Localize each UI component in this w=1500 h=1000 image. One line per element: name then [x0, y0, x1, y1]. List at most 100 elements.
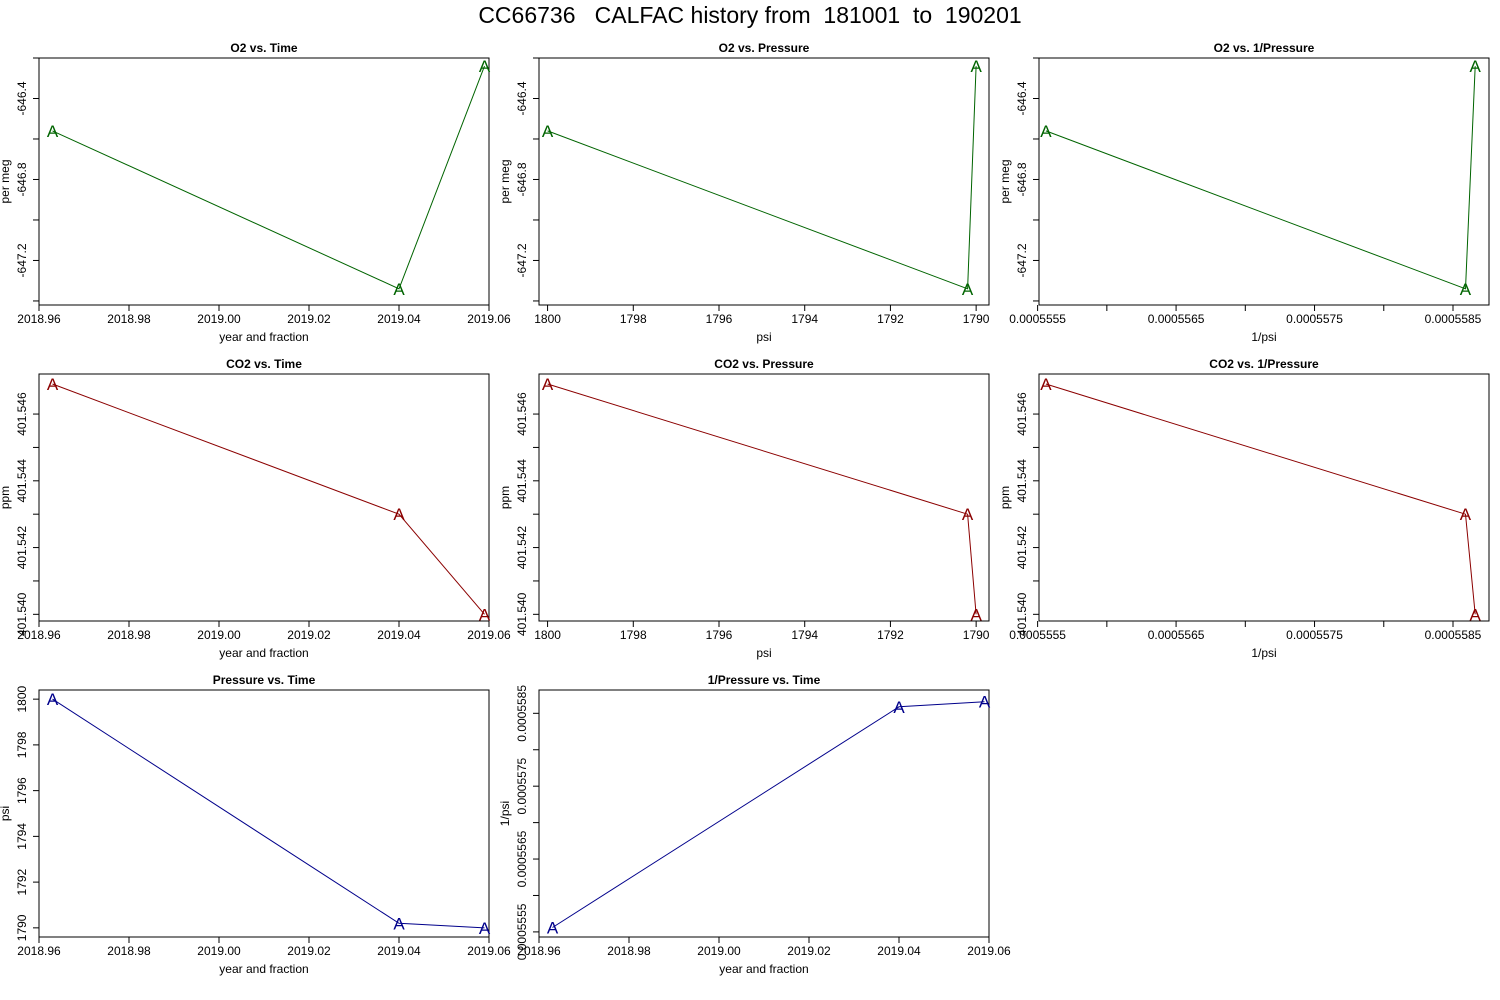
data-point-marker: A — [47, 375, 59, 394]
y-tick-label: 401.540 — [515, 592, 529, 636]
data-point-marker: A — [542, 375, 554, 394]
x-tick-label: 1798 — [620, 312, 647, 326]
x-axis-label: psi — [756, 330, 771, 344]
chart-panel-1: O2 vs. Time 2018.96 2018.98 2019.00 2019.02 2… — [0, 41, 511, 344]
y-axis-label: ppm — [0, 486, 12, 509]
x-tick-label: 1794 — [791, 628, 818, 642]
series-line — [52, 698, 485, 929]
x-axis-label: psi — [756, 646, 771, 660]
series-line — [52, 65, 485, 290]
y-tick-label: 401.546 — [1015, 392, 1029, 436]
y-axis-label: per meg — [998, 159, 1012, 203]
x-tick-label: 2019.04 — [377, 944, 421, 958]
x-tick-label: 1792 — [877, 312, 904, 326]
data-point-marker: A — [1460, 505, 1472, 524]
x-tick-label: 2019.00 — [697, 944, 741, 958]
x-tick-label: 2019.00 — [197, 944, 241, 958]
x-tick-label: 2019.06 — [467, 628, 511, 642]
series-line — [547, 383, 977, 615]
x-tick-label: 1792 — [877, 628, 904, 642]
y-tick-label: 0.0005575 — [515, 757, 529, 814]
x-tick-label: 2018.96 — [17, 628, 61, 642]
x-axis-label: year and fraction — [219, 646, 308, 660]
y-tick-label: -647.2 — [15, 243, 29, 277]
data-point-marker: A — [393, 505, 405, 524]
x-tick-label: 2019.04 — [877, 944, 921, 958]
data-point-marker: A — [547, 919, 559, 938]
x-tick-label: 1794 — [791, 312, 818, 326]
x-tick-label: 0.0005575 — [1286, 312, 1343, 326]
x-tick-label: 2019.02 — [287, 944, 331, 958]
x-tick-label: 1800 — [534, 312, 561, 326]
data-point-marker: A — [893, 698, 905, 717]
chart-panel-8: 1/Pressure vs. Time 2018.96 2018.98 2019.00… — [498, 673, 1011, 976]
x-tick-label: 1796 — [706, 628, 733, 642]
chart-panel-5: CO2 vs. Pressure 1800 1798 1796 1794 1792 1790… — [498, 357, 990, 660]
plot-frame — [38, 57, 490, 306]
x-tick-label: 2019.06 — [967, 944, 1011, 958]
series-line — [1045, 66, 1476, 290]
x-tick-label: 0.0005565 — [1148, 628, 1205, 642]
chart-panel-3: O2 vs. 1/Pressure 0.0005555 0.0005565 0.000… — [998, 41, 1490, 344]
x-tick-label: 0.0005585 — [1425, 312, 1482, 326]
y-tick-label: 401.544 — [515, 459, 529, 503]
y-tick-label: 1798 — [15, 731, 29, 758]
data-point-marker: A — [479, 919, 491, 938]
data-point-marker: A — [1469, 57, 1481, 76]
y-tick-label: -646.4 — [15, 81, 29, 115]
plot-frame — [38, 373, 490, 622]
data-point-marker: A — [542, 122, 554, 141]
series-line — [547, 66, 977, 290]
y-tick-label: 0.0005565 — [515, 830, 529, 887]
chart-panel-7: Pressure vs. Time 2018.96 2018.98 2019.00 20… — [0, 673, 511, 976]
y-tick-label: 1800 — [15, 685, 29, 712]
chart-title: CO2 vs. 1/Pressure — [1209, 357, 1319, 371]
x-tick-label: 1796 — [706, 312, 733, 326]
y-tick-label: 401.540 — [15, 592, 29, 636]
page-title: CC66736 CALFAC history from 181001 to 19… — [478, 2, 1022, 28]
y-axis-label: per meg — [498, 159, 512, 203]
y-tick-label: 401.544 — [1015, 459, 1029, 503]
x-axis-label: year and fraction — [719, 962, 808, 976]
y-tick-label: 401.546 — [15, 392, 29, 436]
chart-panel-6: CO2 vs. 1/Pressure 0.0005555 0.0005565 0.00… — [998, 357, 1490, 660]
y-tick-label: 401.542 — [515, 526, 529, 570]
y-tick-label: 401.544 — [15, 459, 29, 503]
data-point-marker: A — [962, 505, 974, 524]
y-tick-label: -647.2 — [1015, 243, 1029, 277]
y-tick-label: 401.546 — [515, 392, 529, 436]
plot-frame — [538, 689, 990, 938]
chart-title: CO2 vs. Time — [226, 357, 302, 371]
plot-frame — [38, 689, 490, 938]
data-point-marker: A — [970, 57, 982, 76]
x-tick-label: 2019.00 — [197, 628, 241, 642]
x-tick-label: 2019.00 — [197, 312, 241, 326]
chart-title: CO2 vs. Pressure — [714, 357, 814, 371]
y-axis-label: psi — [0, 806, 12, 821]
data-point-marker: A — [1460, 280, 1472, 299]
x-tick-label: 0.0005565 — [1148, 312, 1205, 326]
x-tick-label: 2018.98 — [107, 944, 151, 958]
x-tick-label: 1790 — [963, 312, 990, 326]
plot-frame — [538, 57, 990, 306]
y-tick-label: 401.542 — [1015, 526, 1029, 570]
x-axis-label: year and fraction — [219, 330, 308, 344]
x-axis-label: 1/psi — [1251, 646, 1276, 660]
y-axis-label: ppm — [998, 486, 1012, 509]
y-tick-label: 1790 — [15, 914, 29, 941]
data-point-marker: A — [979, 693, 991, 712]
plot-frame — [1038, 373, 1490, 622]
x-tick-label: 2019.02 — [287, 628, 331, 642]
x-tick-label: 2019.06 — [467, 312, 511, 326]
x-tick-label: 2018.98 — [107, 628, 151, 642]
x-tick-label: 2019.02 — [287, 312, 331, 326]
y-axis-label: per meg — [0, 159, 12, 203]
data-point-marker: A — [479, 57, 491, 76]
series-line — [552, 701, 985, 928]
x-axis-label: 1/psi — [1251, 330, 1276, 344]
data-point-marker: A — [970, 605, 982, 624]
x-tick-label: 2019.02 — [787, 944, 831, 958]
y-tick-label: -646.4 — [515, 81, 529, 115]
x-tick-label: 0.0005575 — [1286, 628, 1343, 642]
data-point-marker: A — [1040, 122, 1052, 141]
